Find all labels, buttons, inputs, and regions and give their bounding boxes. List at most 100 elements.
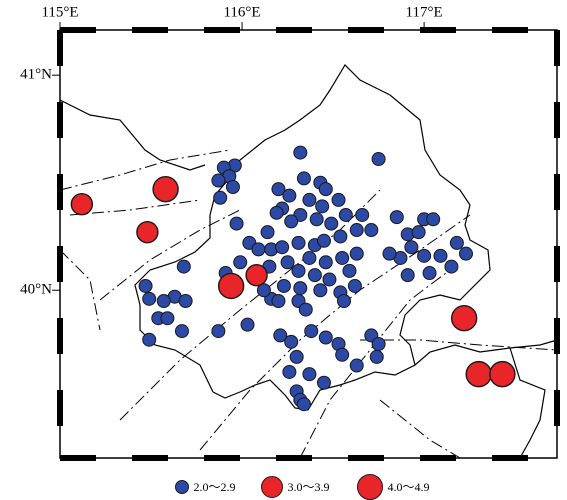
event: [347, 278, 362, 293]
x-tick-label: 115°E: [41, 4, 78, 20]
x-tick-label: 116°E: [223, 4, 260, 20]
y-tick-label: 41°N: [20, 67, 52, 83]
event: [331, 192, 346, 207]
province-boundary: [509, 347, 546, 459]
faults: [59, 149, 558, 459]
event: [313, 283, 328, 298]
event: [404, 240, 419, 255]
frame-segment: [276, 27, 312, 33]
fault: [199, 214, 471, 451]
event: [240, 317, 255, 332]
frame-segment: [60, 27, 96, 33]
frame-segment: [276, 455, 312, 461]
event: [217, 272, 245, 300]
event: [444, 259, 459, 274]
event: [318, 182, 333, 197]
frame-segment: [57, 102, 63, 138]
event: [174, 324, 189, 339]
legend-marker: [261, 476, 283, 498]
frame-segment: [132, 455, 168, 461]
frame-segment: [348, 455, 384, 461]
frame-segment: [57, 174, 63, 210]
event: [364, 223, 379, 238]
event: [349, 246, 364, 261]
event: [382, 246, 397, 261]
event: [211, 173, 226, 188]
events: [70, 145, 516, 412]
frame-segment: [204, 455, 240, 461]
event: [284, 214, 299, 229]
event: [296, 171, 311, 186]
event: [282, 188, 297, 203]
frame-segment: [554, 246, 560, 282]
event: [309, 212, 324, 227]
event: [338, 207, 353, 222]
event: [302, 367, 317, 382]
event: [142, 291, 157, 306]
frame-segment: [132, 27, 168, 33]
frame-segment: [554, 102, 560, 138]
event: [136, 220, 159, 244]
event: [211, 324, 226, 339]
event: [70, 193, 94, 216]
legend-label: 4.0～4.9: [388, 480, 430, 494]
event: [293, 145, 308, 160]
event: [245, 263, 268, 287]
event: [349, 223, 364, 238]
event: [225, 180, 240, 195]
event: [293, 281, 308, 296]
event: [369, 349, 384, 364]
legend-label: 2.0～2.9: [194, 480, 236, 494]
event: [349, 358, 364, 373]
legend-label: 3.0～3.9: [288, 480, 330, 494]
event: [411, 225, 426, 240]
event: [318, 330, 333, 345]
event: [316, 233, 331, 248]
event: [324, 216, 339, 231]
frame-segment: [57, 246, 63, 282]
event: [302, 192, 317, 207]
event: [156, 293, 171, 308]
event: [152, 175, 179, 203]
event: [298, 302, 313, 317]
frame-segment: [60, 455, 96, 461]
frame-segment: [57, 318, 63, 354]
event: [142, 332, 157, 347]
province-boundary: [59, 99, 206, 171]
event: [296, 397, 311, 412]
event: [276, 278, 291, 293]
fault: [99, 209, 241, 301]
legend-marker: [175, 480, 189, 494]
event: [417, 248, 432, 263]
event: [450, 305, 478, 332]
event: [289, 349, 304, 364]
event: [489, 360, 516, 388]
frame-segment: [204, 27, 240, 33]
event: [213, 190, 228, 205]
event: [251, 242, 266, 257]
event: [465, 360, 492, 388]
event: [322, 272, 337, 287]
event: [333, 229, 348, 244]
map-frame: 115°E 116°E 117°E 40°N 41°N: [20, 4, 560, 461]
event: [260, 225, 275, 240]
event: [229, 216, 244, 231]
boundaries: [59, 64, 558, 459]
event: [426, 212, 441, 227]
event: [176, 259, 191, 274]
frame-segment: [420, 27, 456, 33]
beijing-boundary: [134, 64, 491, 411]
event: [422, 266, 437, 281]
frame-segment: [57, 390, 63, 426]
legend: 2.0～2.9 3.0～3.9 4.0～4.9: [175, 474, 430, 500]
event: [458, 246, 473, 261]
fault: [59, 149, 231, 191]
fault: [69, 199, 201, 216]
y-tick-label: 40°N: [20, 282, 52, 298]
legend-marker: [357, 474, 383, 500]
fault: [360, 339, 558, 351]
event: [389, 210, 404, 225]
event: [433, 248, 448, 263]
frame-segment: [554, 390, 560, 426]
